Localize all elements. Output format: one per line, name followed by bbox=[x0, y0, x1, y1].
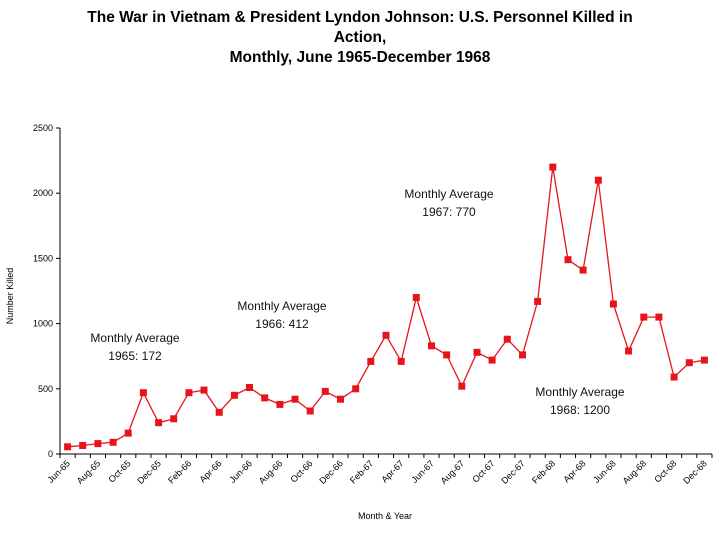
data-point bbox=[306, 407, 314, 415]
y-axis-label: Number Killed bbox=[5, 268, 15, 325]
data-point bbox=[670, 373, 678, 381]
x-tick-label: Dec-66 bbox=[317, 458, 345, 486]
y-tick-label: 1000 bbox=[33, 319, 53, 329]
data-point bbox=[94, 440, 102, 448]
data-point bbox=[549, 163, 557, 171]
x-tick-label: Feb-66 bbox=[166, 458, 193, 485]
annotation-text: Monthly Average bbox=[90, 331, 179, 345]
x-axis-ticks: Jun-65 Aug-65 Oct-65 Dec-65 Feb-66 Apr-66 Jun-… bbox=[45, 454, 713, 486]
data-point bbox=[246, 384, 253, 391]
x-tick-label: Apr-66 bbox=[197, 458, 223, 484]
data-point bbox=[488, 356, 496, 364]
chart-title: The War in Vietnam & President Lyndon Jo… bbox=[40, 8, 680, 68]
data-point bbox=[352, 385, 360, 393]
data-point bbox=[534, 297, 542, 305]
data-point bbox=[291, 395, 299, 403]
annotation-text: 1966: 412 bbox=[255, 317, 309, 331]
x-tick-label: Apr-68 bbox=[561, 458, 587, 484]
data-point bbox=[64, 443, 72, 451]
data-point bbox=[276, 400, 284, 408]
x-axis-label: Month & Year bbox=[358, 511, 412, 521]
y-axis-ticks: 0 500 1000 1500 2000 2500 bbox=[33, 123, 60, 459]
series-group bbox=[64, 163, 708, 451]
x-tick-label: Dec-67 bbox=[499, 458, 527, 486]
x-tick-label: Oct-68 bbox=[652, 458, 678, 484]
x-tick-label: Feb-68 bbox=[530, 458, 557, 485]
x-tick-label: Jun-66 bbox=[227, 458, 254, 485]
x-tick-label: Oct-66 bbox=[288, 458, 314, 484]
data-point bbox=[367, 357, 375, 365]
data-point bbox=[139, 389, 147, 397]
data-point bbox=[609, 300, 617, 308]
data-point bbox=[382, 331, 390, 339]
data-point bbox=[124, 429, 132, 437]
data-point bbox=[685, 359, 693, 367]
annotation-text: 1965: 172 bbox=[108, 349, 162, 363]
chart-title-line-3: Monthly, June 1965-December 1968 bbox=[229, 49, 491, 66]
x-tick-label: Jun-68 bbox=[591, 458, 618, 485]
chart-title-line-1: The War in Vietnam & President Lyndon Jo… bbox=[87, 9, 633, 26]
data-point bbox=[458, 382, 466, 390]
x-tick-label: Apr-67 bbox=[379, 458, 405, 484]
chart-title-line-2: Action, bbox=[333, 29, 387, 46]
annotation-text: 1968: 1200 bbox=[550, 403, 610, 417]
data-point bbox=[155, 419, 163, 427]
annotation-text: Monthly Average bbox=[404, 187, 493, 201]
y-tick-label: 0 bbox=[48, 449, 53, 459]
x-tick-label: Feb-67 bbox=[348, 458, 375, 485]
data-point bbox=[185, 389, 193, 397]
y-tick-label: 2500 bbox=[33, 123, 53, 133]
x-tick-label: Aug-66 bbox=[257, 458, 285, 486]
x-tick-label: Aug-67 bbox=[439, 458, 467, 486]
data-point bbox=[503, 335, 511, 343]
data-point bbox=[261, 394, 269, 402]
x-tick-label: Dec-68 bbox=[681, 458, 709, 486]
annotation-text: Monthly Average bbox=[237, 299, 326, 313]
data-point bbox=[625, 347, 633, 355]
chart-axes bbox=[59, 128, 712, 455]
annotation-text: 1967: 770 bbox=[422, 205, 476, 219]
x-tick-label: Jun-65 bbox=[45, 458, 72, 485]
x-tick-label: Aug-65 bbox=[75, 458, 103, 486]
data-point bbox=[443, 351, 451, 359]
data-point bbox=[519, 351, 526, 359]
y-tick-label: 2000 bbox=[33, 188, 53, 198]
data-point bbox=[412, 294, 420, 301]
data-point bbox=[564, 256, 572, 264]
x-tick-label: Jun-67 bbox=[409, 458, 436, 485]
data-point bbox=[473, 348, 481, 356]
data-point bbox=[170, 415, 178, 423]
data-point bbox=[428, 342, 435, 350]
data-point bbox=[640, 313, 648, 321]
x-tick-label: Dec-65 bbox=[135, 458, 163, 486]
x-tick-label: Oct-65 bbox=[106, 458, 132, 484]
annotations: Monthly Average 1965: 172 Monthly Average 1… bbox=[90, 187, 624, 417]
data-point bbox=[109, 438, 117, 446]
y-tick-label: 500 bbox=[38, 384, 53, 394]
data-point bbox=[215, 408, 223, 416]
data-point bbox=[397, 357, 405, 365]
data-point bbox=[655, 313, 663, 321]
x-tick-label: Oct-67 bbox=[470, 458, 496, 484]
data-point bbox=[700, 356, 708, 364]
y-tick-label: 1500 bbox=[33, 253, 53, 263]
data-point bbox=[200, 386, 208, 394]
data-point bbox=[594, 176, 602, 184]
data-point bbox=[337, 395, 344, 403]
annotation-text: Monthly Average bbox=[535, 385, 624, 399]
data-point bbox=[79, 442, 87, 449]
data-point bbox=[321, 387, 329, 395]
data-point bbox=[230, 391, 238, 399]
data-point bbox=[579, 266, 587, 274]
x-tick-label: Aug-68 bbox=[621, 458, 649, 486]
